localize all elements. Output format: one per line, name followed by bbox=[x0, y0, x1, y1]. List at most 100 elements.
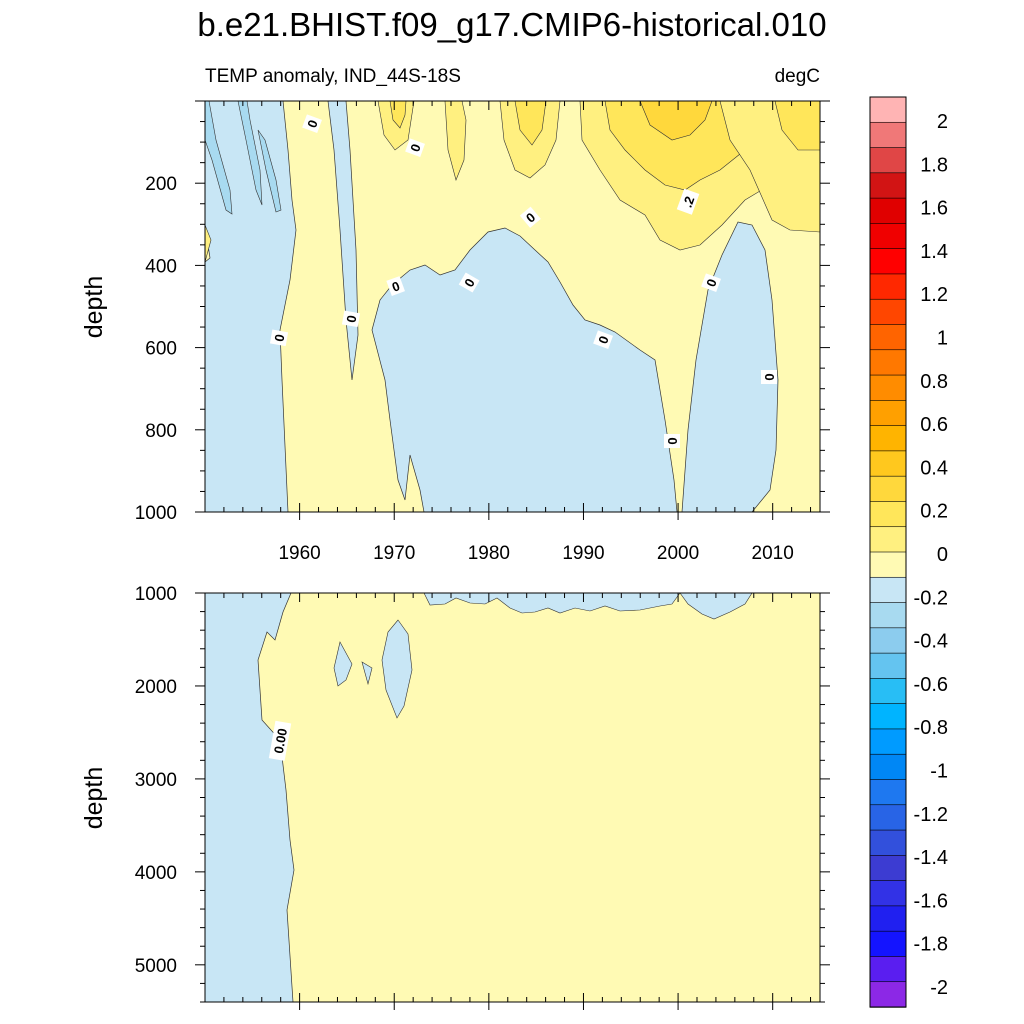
colorbar-swatch bbox=[869, 804, 907, 831]
colorbar-swatch bbox=[869, 197, 907, 225]
y-tick-label: 3000 bbox=[135, 770, 177, 791]
chart-title: b.e21.BHIST.f09_g17.CMIP6-historical.010 bbox=[197, 6, 826, 43]
upper-warm-band-2010-core bbox=[774, 101, 820, 151]
colorbar-label: 2 bbox=[937, 111, 948, 133]
contour-label: 0 bbox=[341, 310, 361, 328]
colorbar-swatch bbox=[869, 501, 907, 528]
x-axis-tick-labels: 1960 1970 1980 1990 2000 2010 bbox=[278, 543, 793, 564]
lower-contour-labels: 0.00 bbox=[268, 720, 292, 761]
colorbar-label: 0.4 bbox=[920, 457, 948, 479]
colorbar-swatch bbox=[869, 602, 907, 629]
colorbar-label: 1.2 bbox=[920, 284, 948, 306]
contour-label: 0 bbox=[664, 434, 680, 448]
contour-label-bg bbox=[405, 138, 425, 157]
colorbar-label: -1.6 bbox=[914, 890, 948, 912]
contour-label: 0 bbox=[519, 206, 541, 228]
colorbar-swatch bbox=[869, 121, 907, 149]
contour-label-bg bbox=[761, 370, 777, 384]
contour-label-bg bbox=[593, 330, 613, 349]
lower-axis-ticks: 1000 2000 3000 4000 5000 bbox=[135, 584, 830, 1010]
colorbar-label: -1 bbox=[930, 761, 948, 783]
lower-cold-blob-2 bbox=[361, 661, 373, 686]
contour-label-text: 0 bbox=[304, 118, 321, 130]
contour-label-text: 0 bbox=[595, 334, 612, 346]
y-tick-label: 2000 bbox=[135, 677, 177, 698]
x-tick-label: 2000 bbox=[657, 543, 699, 564]
x-tick-label: 1980 bbox=[468, 543, 510, 564]
colorbar-label: 0.2 bbox=[920, 501, 948, 523]
colorbar-swatch bbox=[869, 956, 907, 983]
x-tick-label: 1970 bbox=[373, 543, 415, 564]
colorbar-label: -0.8 bbox=[914, 717, 948, 739]
upper-cold-region-center bbox=[371, 227, 678, 512]
subtitle-left: TEMP anomaly, IND_44S-18S bbox=[205, 66, 461, 87]
colorbar-swatch bbox=[869, 324, 907, 351]
contour-label: 0 bbox=[405, 138, 425, 157]
colorbar-label: -0.6 bbox=[914, 674, 948, 696]
colorbar-label: 0 bbox=[937, 544, 948, 566]
colorbar-swatch bbox=[869, 223, 907, 250]
colorbar-swatch bbox=[869, 475, 907, 503]
colorbar-swatch bbox=[869, 298, 907, 326]
upper-axis-ticks: 200 400 600 800 1000 bbox=[135, 100, 830, 524]
contour-label-bg bbox=[676, 188, 700, 215]
x-tick-label: 1960 bbox=[278, 543, 320, 564]
colorbar-swatch bbox=[869, 678, 907, 705]
lower-cold-blob-3 bbox=[381, 619, 413, 719]
colorbar-frame bbox=[869, 96, 907, 1008]
colorbar-swatch bbox=[869, 576, 907, 604]
contour-label-text: 0 bbox=[343, 314, 359, 324]
contour-label-bg bbox=[269, 329, 289, 347]
contour-label-bg bbox=[341, 310, 361, 328]
colorbar: 2 1.8 1.6 1.4 1.2 1 0.8 0.6 0.4 0.2 0 -0.2 -0.4 -0.6 -… bbox=[869, 96, 948, 1008]
colorbar-swatch bbox=[869, 829, 907, 857]
contour-label: 0 bbox=[386, 276, 405, 296]
y-tick-label: 400 bbox=[145, 256, 177, 277]
lower-y-axis-label: depth bbox=[80, 767, 108, 830]
contour-label-text: 0 bbox=[703, 277, 720, 289]
colorbar-label: 0.6 bbox=[920, 414, 948, 436]
colorbar-label: 1 bbox=[937, 328, 948, 350]
colorbar-swatch bbox=[869, 248, 907, 275]
colorbar-swatch bbox=[869, 779, 907, 806]
contour-label-text: 0 bbox=[271, 333, 287, 343]
colorbar-label: -1.4 bbox=[914, 847, 948, 869]
colorbar-swatch bbox=[869, 627, 907, 654]
upper-warm-patch-1980 bbox=[444, 101, 467, 181]
colorbar-label: -0.2 bbox=[914, 587, 948, 609]
y-tick-label: 800 bbox=[145, 421, 177, 442]
y-tick-label: 4000 bbox=[135, 863, 177, 884]
contour-label-text: .2 bbox=[680, 194, 698, 209]
colorbar-label: 1.4 bbox=[920, 241, 948, 263]
upper-panel: 200 400 600 800 1000 0 0 0 0 0 0 0 0 0 .2 0 0 depth bbox=[80, 100, 830, 524]
contour-label-bg bbox=[458, 272, 480, 293]
upper-warm-patch-1985-core bbox=[514, 101, 547, 146]
contour-label-text: 0 bbox=[762, 373, 777, 380]
colorbar-swatch bbox=[869, 374, 907, 402]
colorbar-swatch bbox=[869, 172, 907, 199]
colorbar-swatch bbox=[869, 551, 907, 578]
lower-field-warm bbox=[205, 593, 820, 1002]
contour-label-text: 0.00 bbox=[271, 727, 290, 755]
contour-label-bg bbox=[664, 434, 680, 448]
colorbar-swatch bbox=[869, 400, 907, 427]
colorbar-label: 1.6 bbox=[920, 198, 948, 220]
contour-label-bg bbox=[268, 720, 292, 761]
upper-contour-labels: 0 0 0 0 0 0 0 0 0 .2 0 0 bbox=[269, 114, 777, 448]
colorbar-swatch bbox=[869, 450, 907, 477]
y-tick-label: 1000 bbox=[135, 503, 177, 524]
contour-label-bg bbox=[386, 276, 405, 296]
colorbar-swatch bbox=[869, 855, 907, 882]
contour-label: 0 bbox=[701, 273, 721, 292]
colorbar-swatch bbox=[869, 905, 907, 932]
contour-label: 0 bbox=[458, 272, 480, 293]
colorbar-swatch bbox=[869, 652, 907, 680]
colorbar-swatch bbox=[869, 273, 907, 300]
y-tick-label: 600 bbox=[145, 339, 177, 360]
colorbar-swatch bbox=[869, 703, 907, 730]
colorbar-swatch bbox=[869, 930, 907, 958]
contour-label-bg bbox=[701, 273, 721, 292]
contour-label-text: 0 bbox=[390, 278, 402, 295]
colorbar-label: 0.8 bbox=[920, 371, 948, 393]
